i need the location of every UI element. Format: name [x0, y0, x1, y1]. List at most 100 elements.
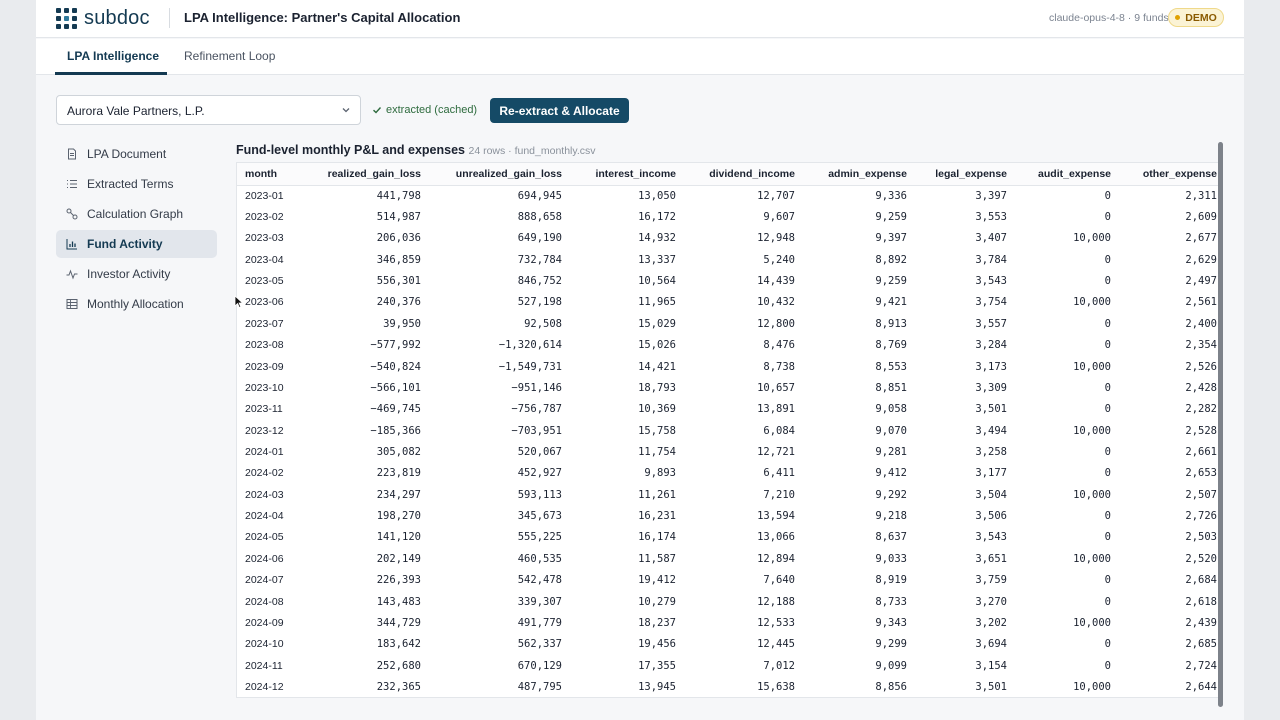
table-cell-unrealized-gain-loss: −703,951: [511, 424, 562, 437]
table-cell-other-expense: 2,400: [1185, 317, 1217, 330]
sidebar-item-fund-activity[interactable]: Fund Activity: [56, 230, 217, 258]
column-header-unrealized-gain-loss[interactable]: unrealized_gain_loss: [423, 163, 564, 186]
column-header-interest-income[interactable]: interest_income: [564, 163, 678, 186]
table-cell-admin-expense: 8,892: [875, 253, 907, 266]
tab-lpa-intelligence[interactable]: LPA Intelligence: [67, 49, 160, 63]
table-cell-month: 2024-08: [245, 595, 284, 608]
fund-monthly-table[interactable]: month realized_gain_loss unrealized_gain_l…: [236, 162, 1220, 698]
table-cell-dividend-income: 13,594: [757, 510, 795, 523]
column-header-admin-expense[interactable]: admin_expense: [797, 163, 909, 186]
sidebar-item-investor-activity[interactable]: Investor Activity: [56, 260, 217, 288]
table-cell-realized-gain-loss: 183,642: [376, 638, 421, 651]
table-cell-month: 2023-12: [245, 424, 284, 437]
table-cell-other-expense: 2,428: [1185, 381, 1217, 394]
table-cell-realized-gain-loss: 441,798: [376, 189, 421, 202]
table-cell-unrealized-gain-loss: −1,320,614: [498, 339, 562, 352]
table-cell-month: 2024-10: [245, 638, 284, 651]
table-cell-realized-gain-loss: 232,365: [376, 680, 421, 693]
table-cell-unrealized-gain-loss: 888,658: [517, 211, 562, 224]
sidebar-item-monthly-allocation[interactable]: Monthly Allocation: [56, 290, 217, 318]
table-cell-legal-expense: 3,177: [975, 467, 1007, 480]
fund-select[interactable]: Aurora Vale Partners, L.P.: [56, 95, 361, 125]
table-cell-dividend-income: 7,012: [763, 659, 795, 672]
table-cell-unrealized-gain-loss: 732,784: [517, 253, 562, 266]
sidebar-item-lpa-document[interactable]: LPA Document: [56, 140, 217, 168]
table-cell-unrealized-gain-loss: 491,779: [517, 616, 562, 629]
table-row: 2024-11 252,680 670,129 17,355 7,012 9,099 3,1…: [237, 655, 1219, 676]
table-cell-month: 2023-05: [245, 275, 284, 288]
table-cell-unrealized-gain-loss: 460,535: [517, 552, 562, 565]
table-cell-realized-gain-loss: 252,680: [376, 659, 421, 672]
table-row: 2023-12 −185,366 −703,951 15,758 6,084 9,070 3…: [237, 420, 1219, 441]
column-header-dividend-income[interactable]: dividend_income: [678, 163, 797, 186]
table-cell-interest-income: 10,369: [638, 403, 676, 416]
table-cell-legal-expense: 3,759: [975, 574, 1007, 587]
table-cell-month: 2023-10: [245, 381, 284, 394]
table-cell-other-expense: 2,507: [1185, 488, 1217, 501]
sidebar: LPA Document Extracted Terms Calculation…: [56, 140, 217, 320]
tab-refinement-loop[interactable]: Refinement Loop: [184, 49, 276, 63]
table-row: 2024-03 234,297 593,113 11,261 7,210 9,292 3,5…: [237, 484, 1219, 505]
logo[interactable]: subdoc: [56, 7, 150, 29]
table-cell-legal-expense: 3,543: [975, 275, 1007, 288]
table-cell-dividend-income: 13,891: [757, 403, 795, 416]
table-cell-realized-gain-loss: −540,824: [370, 360, 421, 373]
table-cell-legal-expense: 3,284: [975, 339, 1007, 352]
table-cell-dividend-income: 9,607: [763, 211, 795, 224]
sidebar-item-extracted-terms[interactable]: Extracted Terms: [56, 170, 217, 198]
table-cell-month: 2024-07: [245, 574, 284, 587]
demo-badge: DEMO: [1168, 8, 1224, 27]
table-cell-other-expense: 2,311: [1185, 189, 1217, 202]
table-cell-admin-expense: 9,218: [875, 510, 907, 523]
table-row: 2023-03 206,036 649,190 14,932 12,948 9,397 3,…: [237, 228, 1219, 249]
table-cell-month: 2024-06: [245, 552, 284, 565]
table-cell-unrealized-gain-loss: 649,190: [517, 232, 562, 245]
table-cell-admin-expense: 9,343: [875, 616, 907, 629]
scrollbar[interactable]: [1218, 142, 1223, 707]
table-row: 2024-04 198,270 345,673 16,231 13,594 9,218 3,…: [237, 505, 1219, 526]
column-header-month[interactable]: month: [237, 163, 297, 186]
table-cell-admin-expense: 9,033: [875, 552, 907, 565]
table-cell-admin-expense: 9,281: [875, 445, 907, 458]
table-cell-dividend-income: 14,439: [757, 275, 795, 288]
top-bar: subdoc LPA Intelligence: Partner's Capit…: [36, 0, 1244, 38]
bar-chart-icon: [66, 239, 77, 250]
table-cell-dividend-income: 6,084: [763, 424, 795, 437]
table-cell-other-expense: 2,609: [1185, 211, 1217, 224]
column-header-audit-expense[interactable]: audit_expense: [1009, 163, 1113, 186]
table-row: 2023-08 −577,992 −1,320,614 15,026 8,476 8,76…: [237, 335, 1219, 356]
table-cell-audit-expense: 0: [1104, 510, 1111, 523]
sidebar-item-calculation-graph[interactable]: Calculation Graph: [56, 200, 217, 228]
column-header-realized-gain-loss[interactable]: realized_gain_loss: [297, 163, 423, 186]
table-cell-admin-expense: 9,099: [875, 659, 907, 672]
logo-icon: [56, 7, 77, 29]
table-row: 2024-12 232,365 487,795 13,945 15,638 8,856 3,…: [237, 676, 1219, 697]
table-cell-realized-gain-loss: 202,149: [376, 552, 421, 565]
table-header-row: month realized_gain_loss unrealized_gain_l…: [237, 163, 1219, 186]
column-header-other-expense[interactable]: other_expense: [1113, 163, 1219, 186]
document-icon: [68, 148, 76, 160]
table-cell-admin-expense: 9,070: [875, 424, 907, 437]
table-cell-dividend-income: 8,738: [763, 360, 795, 373]
table-row: 2024-02 223,819 452,927 9,893 6,411 9,412 3,17…: [237, 463, 1219, 484]
table-cell-other-expense: 2,629: [1185, 253, 1217, 266]
panel-meta: 24 rows · fund_monthly.csv: [468, 145, 596, 157]
table-cell-admin-expense: 9,058: [875, 403, 907, 416]
column-header-legal-expense[interactable]: legal_expense: [909, 163, 1009, 186]
table-cell-interest-income: 17,355: [638, 659, 676, 672]
table-cell-audit-expense: 0: [1104, 275, 1111, 288]
table-cell-other-expense: 2,677: [1185, 232, 1217, 245]
table-cell-interest-income: 13,050: [638, 189, 676, 202]
logo-text: subdoc: [84, 6, 150, 29]
table-row: 2024-07 226,393 542,478 19,412 7,640 8,919 3,7…: [237, 569, 1219, 590]
table-cell-other-expense: 2,528: [1185, 424, 1217, 437]
table-cell-other-expense: 2,561: [1185, 296, 1217, 309]
tab-bar: LPA Intelligence Refinement Loop: [36, 39, 1244, 75]
table-cell-month: 2023-07: [245, 317, 284, 330]
table-cell-other-expense: 2,354: [1185, 339, 1217, 352]
table-cell-audit-expense: 10,000: [1073, 360, 1111, 373]
table-cell-dividend-income: 8,476: [763, 339, 795, 352]
re-extract-allocate-button[interactable]: Re-extract & Allocate: [490, 98, 629, 123]
app-window: subdoc LPA Intelligence: Partner's Capit…: [36, 0, 1244, 720]
table-cell-interest-income: 18,237: [638, 616, 676, 629]
